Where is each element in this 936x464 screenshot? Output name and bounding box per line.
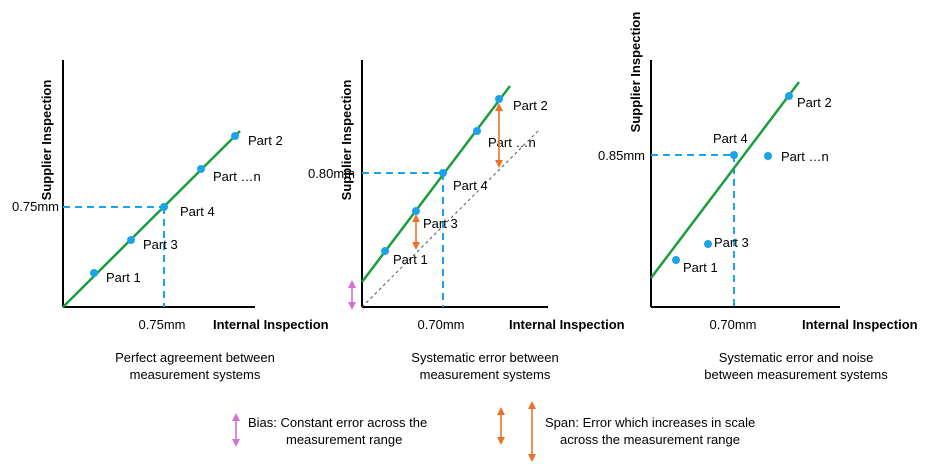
- panel-caption: between measurement systems: [704, 367, 888, 382]
- x-value-label: 0.70mm: [710, 317, 757, 332]
- legend-span-text: across the measurement range: [560, 432, 740, 447]
- data-point: [90, 269, 98, 277]
- x-axis-title: Internal Inspection: [213, 317, 329, 332]
- point-label: Part 4: [453, 178, 488, 193]
- point-label: Part …n: [213, 169, 261, 184]
- point-label: Part …n: [488, 135, 536, 150]
- data-point: [160, 203, 168, 211]
- data-point: [672, 256, 680, 264]
- fit-line: [650, 81, 800, 279]
- panel-error-and-noise: Supplier Inspection Internal Inspection …: [598, 12, 918, 382]
- data-point: [495, 95, 503, 103]
- data-point: [231, 132, 239, 140]
- y-axis-title: Supplier Inspection: [339, 80, 354, 201]
- data-point: [764, 152, 772, 160]
- panel-perfect-agreement: Supplier Inspection Internal Inspection …: [12, 60, 329, 382]
- panel-systematic-error: Supplier Inspection Internal Inspection …: [308, 60, 625, 382]
- fit-line: [62, 130, 241, 308]
- point-label: Part 3: [714, 235, 749, 250]
- panel-caption: Systematic error and noise: [719, 350, 874, 365]
- x-axis-title: Internal Inspection: [509, 317, 625, 332]
- point-label: Part 1: [106, 270, 141, 285]
- point-label: Part 2: [513, 98, 548, 113]
- point-label: Part 1: [683, 260, 718, 275]
- legend-bias-text: Bias: Constant error across the: [248, 415, 427, 430]
- point-label: Part 2: [797, 95, 832, 110]
- point-label: Part 2: [248, 133, 283, 148]
- y-value-label: 0.85mm: [598, 148, 645, 163]
- data-point: [381, 247, 389, 255]
- x-value-label: 0.70mm: [418, 317, 465, 332]
- point-label: Part 3: [423, 216, 458, 231]
- data-point: [127, 236, 135, 244]
- point-label: Part 1: [393, 252, 428, 267]
- data-point: [730, 151, 738, 159]
- x-axis-title: Internal Inspection: [802, 317, 918, 332]
- y-axis-title: Supplier Inspection: [39, 80, 54, 201]
- legend-bias-text: measurement range: [286, 432, 402, 447]
- point-label: Part …n: [781, 149, 829, 164]
- panel-caption: Systematic error between: [411, 350, 558, 365]
- data-point: [785, 92, 793, 100]
- data-point: [197, 165, 205, 173]
- data-point: [473, 127, 481, 135]
- point-label: Part 4: [713, 131, 748, 146]
- data-point: [439, 169, 447, 177]
- data-point: [704, 240, 712, 248]
- point-label: Part 3: [143, 237, 178, 252]
- panel-caption: measurement systems: [420, 367, 551, 382]
- legend-span-text: Span: Error which increases in scale: [545, 415, 755, 430]
- y-value-label: 0.75mm: [12, 199, 59, 214]
- point-label: Part 4: [180, 204, 215, 219]
- panel-caption: Perfect agreement between: [115, 350, 275, 365]
- panel-caption: measurement systems: [130, 367, 261, 382]
- y-value-label: 0.80mm: [308, 166, 355, 181]
- data-point: [412, 207, 420, 215]
- x-value-label: 0.75mm: [139, 317, 186, 332]
- legend: Bias: Constant error across the measurem…: [232, 401, 755, 462]
- y-axis-title: Supplier Inspection: [628, 12, 643, 133]
